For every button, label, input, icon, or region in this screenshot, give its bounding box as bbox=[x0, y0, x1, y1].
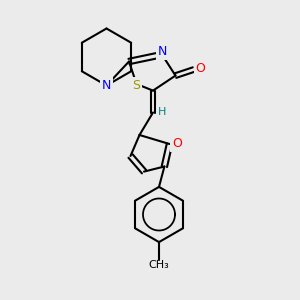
Text: O: O bbox=[172, 137, 182, 150]
Text: N: N bbox=[102, 79, 111, 92]
Text: O: O bbox=[195, 61, 205, 75]
Text: S: S bbox=[133, 79, 140, 92]
Text: N: N bbox=[157, 45, 167, 58]
Text: CH₃: CH₃ bbox=[148, 260, 170, 271]
Text: H: H bbox=[158, 107, 166, 117]
